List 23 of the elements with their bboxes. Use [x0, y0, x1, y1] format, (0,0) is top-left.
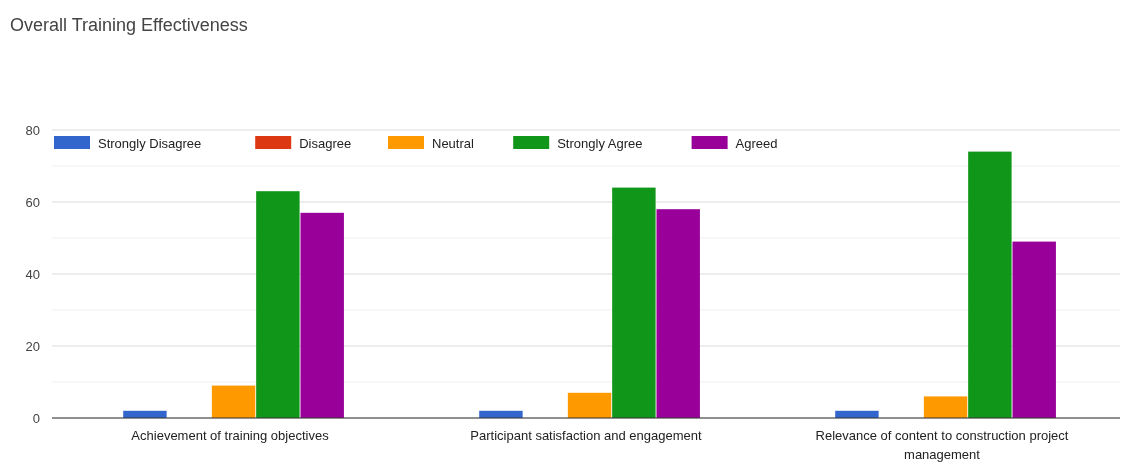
bar — [612, 187, 656, 418]
legend-label: Disagree — [299, 135, 352, 151]
bar — [567, 392, 612, 418]
bar — [968, 151, 1012, 418]
bar — [923, 396, 968, 418]
y-tick-label: 40 — [25, 266, 40, 282]
legend-label: Neutral — [432, 135, 475, 151]
legend-label: Agreed — [735, 135, 778, 151]
y-tick-label: 0 — [32, 410, 40, 426]
legend-label: Strongly Agree — [557, 135, 643, 151]
bar — [256, 191, 300, 418]
y-tick-label: 60 — [25, 194, 40, 210]
bar — [300, 212, 344, 418]
x-tick-label: Participant satisfaction and engagement — [470, 428, 703, 443]
chart-title: Overall Training Effectiveness — [10, 15, 248, 35]
x-tick-label: Relevance of content to construction project management — [815, 428, 1069, 462]
bar — [211, 385, 256, 418]
x-tick-label: Achievement of training objectives — [131, 428, 330, 443]
bar — [1012, 241, 1056, 418]
bar — [656, 209, 700, 418]
y-tick-label: 20 — [25, 338, 40, 354]
y-tick-label: 80 — [25, 122, 40, 138]
legend-label: Strongly Disagree — [98, 135, 202, 151]
